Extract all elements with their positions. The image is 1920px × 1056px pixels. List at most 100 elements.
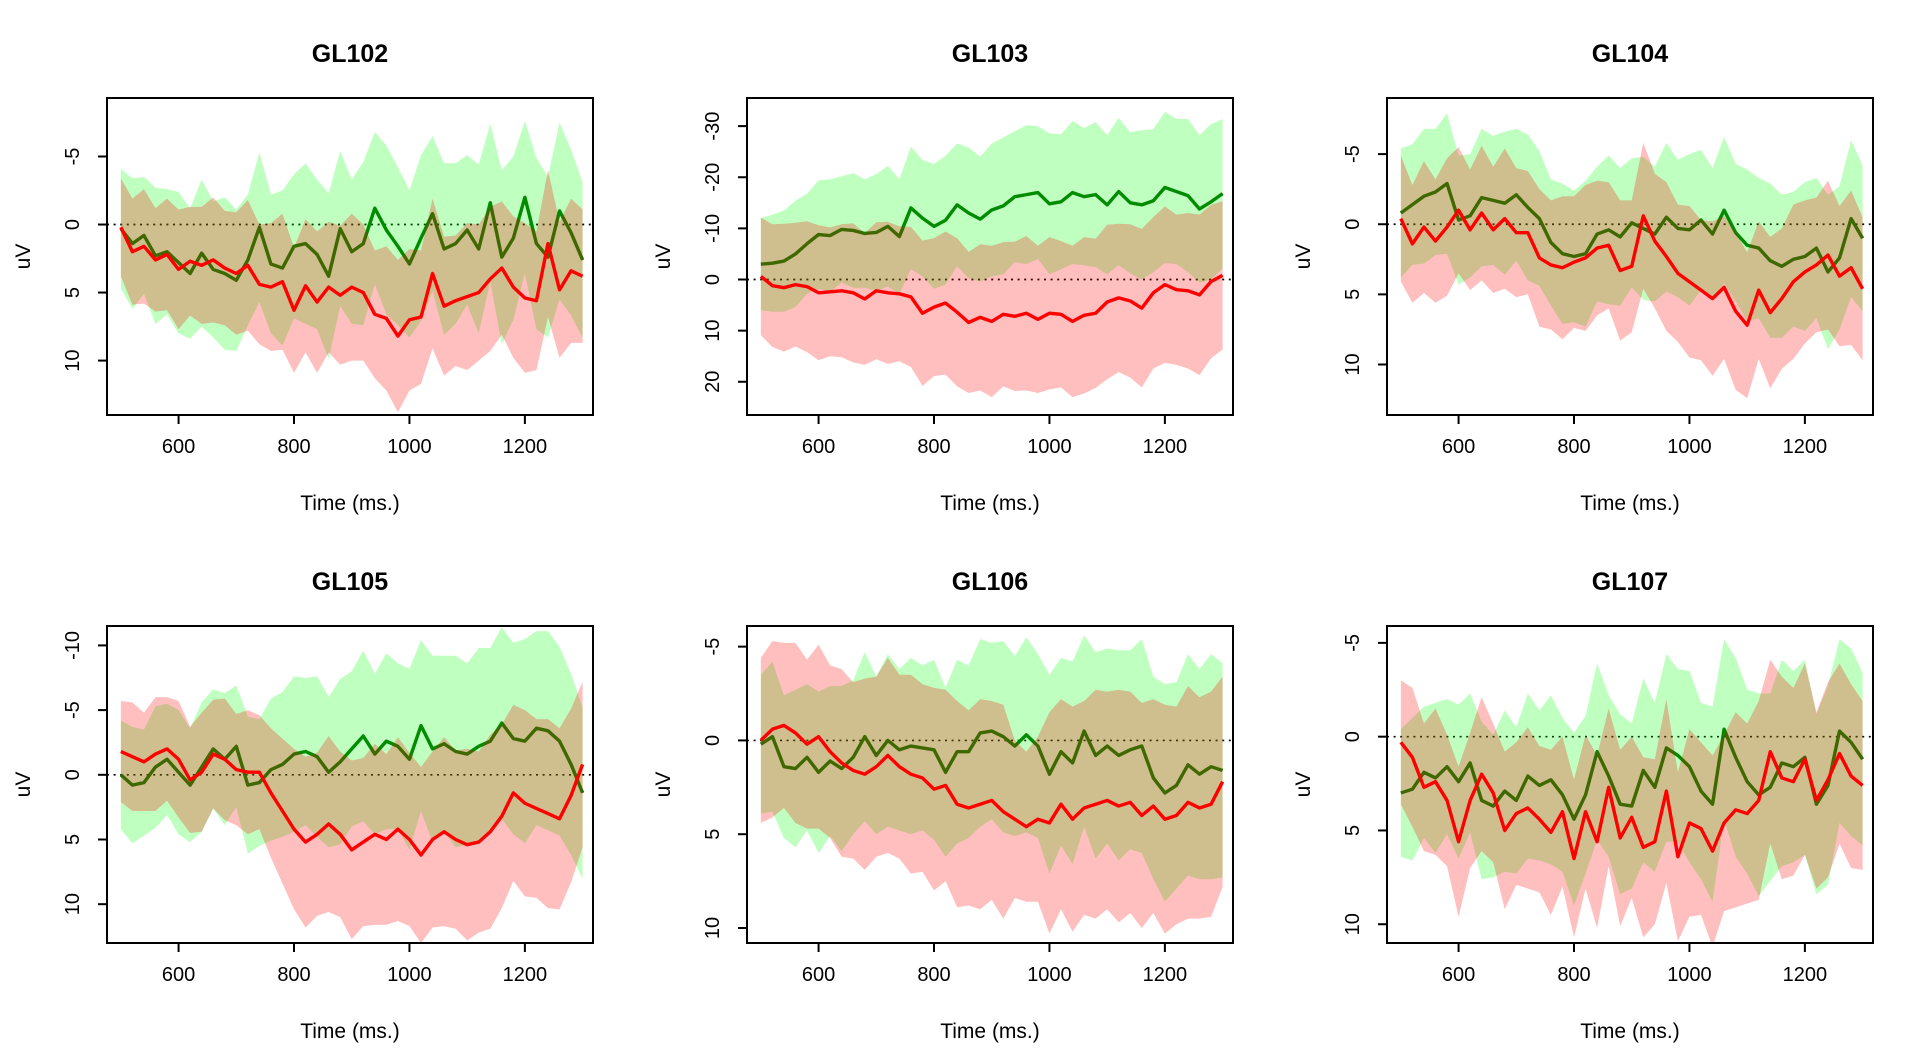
- y-tick-label: -10: [62, 631, 84, 660]
- x-axis-label: Time (ms.): [1580, 1020, 1680, 1043]
- y-tick-label: 10: [702, 320, 724, 342]
- chart-panel-GL102: 600 800 1000 1200 -5 0 5 10 uV Time (ms.) GL102: [0, 0, 640, 528]
- x-tick-label: 1000: [387, 964, 432, 986]
- plot-box: [1386, 625, 1874, 944]
- ci-band-red: [1400, 142, 1863, 399]
- plot-area: [107, 627, 593, 943]
- y-tick-label: 0: [1342, 731, 1364, 742]
- x-tick-label: 1000: [1667, 436, 1712, 458]
- x-tick-label: 600: [162, 436, 195, 458]
- x-axis-label: Time (ms.): [300, 1020, 400, 1043]
- x-tick-label: 800: [1557, 964, 1590, 986]
- x-axis-label: Time (ms.): [940, 492, 1040, 515]
- x-axis-label: Time (ms.): [1580, 492, 1680, 515]
- y-tick-label: 5: [1342, 825, 1364, 836]
- x-axis-label: Time (ms.): [940, 1020, 1040, 1043]
- ci-band-green: [760, 635, 1223, 902]
- mean-line-red: [120, 747, 585, 857]
- x-tick-label: 800: [1557, 436, 1590, 458]
- mean-line-red: [1399, 741, 1864, 861]
- panel-title: GL105: [312, 568, 389, 596]
- y-tick-label: 10: [1342, 913, 1364, 935]
- x-tick-label: 800: [917, 436, 950, 458]
- mean-line-red: [759, 273, 1224, 325]
- y-tick-label: -5: [1342, 145, 1364, 163]
- panel-title: GL102: [312, 40, 388, 68]
- x-tick-label: 800: [917, 964, 950, 986]
- plot-GL106: 600 800 1000 1200 -5 0 5 10 uV Time (ms.) GL106: [652, 568, 1234, 1043]
- chart-panel-GL103: 600 800 1000 1200 -30 -20 -10 0 10 20 uV Time (ms.)…: [640, 0, 1280, 528]
- x-tick-label: 800: [277, 436, 310, 458]
- x-tick-label: 600: [1442, 436, 1475, 458]
- y-axis-label: uV: [1292, 772, 1315, 798]
- y-tick-label: 0: [1342, 219, 1364, 230]
- plot-GL104: 600 800 1000 1200 -5 0 5 10 uV Time (ms.) GL104: [1292, 40, 1874, 515]
- y-tick-label: -5: [1342, 634, 1364, 652]
- y-tick-label: 10: [1342, 353, 1364, 375]
- plot-box: [746, 97, 1234, 416]
- x-axis-label: Time (ms.): [300, 492, 400, 515]
- plot-area: [747, 635, 1233, 934]
- plot-GL102: 600 800 1000 1200 -5 0 5 10 uV Time (ms.) GL102: [12, 40, 594, 515]
- x-tick-label: 600: [802, 436, 835, 458]
- plot-box: [1386, 97, 1874, 416]
- plot-area: [107, 121, 593, 413]
- y-tick-label: 0: [62, 769, 84, 780]
- ci-band-green: [120, 627, 583, 879]
- y-axis-label: uV: [12, 772, 35, 798]
- y-tick-label: 20: [702, 371, 724, 393]
- panel-title: GL104: [1592, 40, 1669, 68]
- plot-box: [746, 625, 1234, 944]
- plot-box: [106, 625, 594, 944]
- x-tick-label: 600: [162, 964, 195, 986]
- y-tick-label: -30: [702, 112, 724, 141]
- mean-line-red: [759, 723, 1225, 829]
- mean-line-red: [119, 226, 584, 338]
- x-tick-label: 1200: [503, 964, 548, 986]
- y-tick-label: -5: [62, 148, 84, 166]
- mean-line-red: [1399, 208, 1865, 327]
- x-tick-label: 1200: [1783, 964, 1828, 986]
- mean-line-green-under: [119, 195, 585, 283]
- y-axis-label: uV: [652, 772, 675, 798]
- y-tick-label: 5: [62, 834, 84, 845]
- y-tick-label: 0: [702, 274, 724, 285]
- y-tick-label: -10: [702, 214, 724, 243]
- panel-title: GL103: [952, 40, 1028, 68]
- panel-title: GL106: [952, 568, 1028, 596]
- ci-band-red: [1400, 659, 1863, 943]
- y-tick-label: 5: [1342, 289, 1364, 300]
- chart-panel-GL106: 600 800 1000 1200 -5 0 5 10 uV Time (ms.) GL106: [640, 528, 1280, 1056]
- mean-line-green-under: [1400, 727, 1865, 821]
- x-tick-label: 1000: [1667, 964, 1712, 986]
- plot-area: [1387, 639, 1873, 943]
- y-tick-label: 10: [702, 917, 724, 939]
- ci-band-red: [120, 170, 583, 413]
- ci-band-red: [120, 681, 583, 943]
- ci-band-green: [1400, 113, 1863, 350]
- panel-title: GL107: [1592, 568, 1668, 596]
- ci-band-red: [760, 201, 1223, 398]
- ci-band-green: [120, 121, 583, 360]
- chart-panel-GL105: 600 800 1000 1200 -10 -5 0 5 10 uV Time (ms.) GL105: [0, 528, 640, 1056]
- plot-GL105: 600 800 1000 1200 -10 -5 0 5 10 uV Time (ms.) GL105: [12, 568, 594, 1043]
- x-tick-label: 1000: [1027, 436, 1072, 458]
- x-tick-label: 1200: [1783, 436, 1828, 458]
- ci-band-green: [1400, 639, 1863, 906]
- y-axis-label: uV: [652, 244, 675, 270]
- x-tick-label: 1000: [1027, 964, 1072, 986]
- y-tick-label: -5: [702, 638, 724, 656]
- y-tick-label: -20: [702, 163, 724, 192]
- mean-line-green-under: [1399, 181, 1865, 274]
- plot-area: [747, 111, 1233, 398]
- plot-GL103: 600 800 1000 1200 -30 -20 -10 0 10 20 uV Time (ms.)…: [652, 40, 1234, 515]
- ci-band-red: [760, 641, 1223, 934]
- y-axis-label: uV: [1292, 244, 1315, 270]
- chart-panel-GL104: 600 800 1000 1200 -5 0 5 10 uV Time (ms.) GL104: [1280, 0, 1920, 528]
- y-tick-label: 5: [62, 287, 84, 298]
- y-tick-label: 0: [702, 735, 724, 746]
- y-tick-label: -5: [62, 701, 84, 719]
- mean-line-green-under: [760, 185, 1224, 266]
- x-tick-label: 1000: [387, 436, 432, 458]
- mean-line-green-under: [759, 729, 1224, 795]
